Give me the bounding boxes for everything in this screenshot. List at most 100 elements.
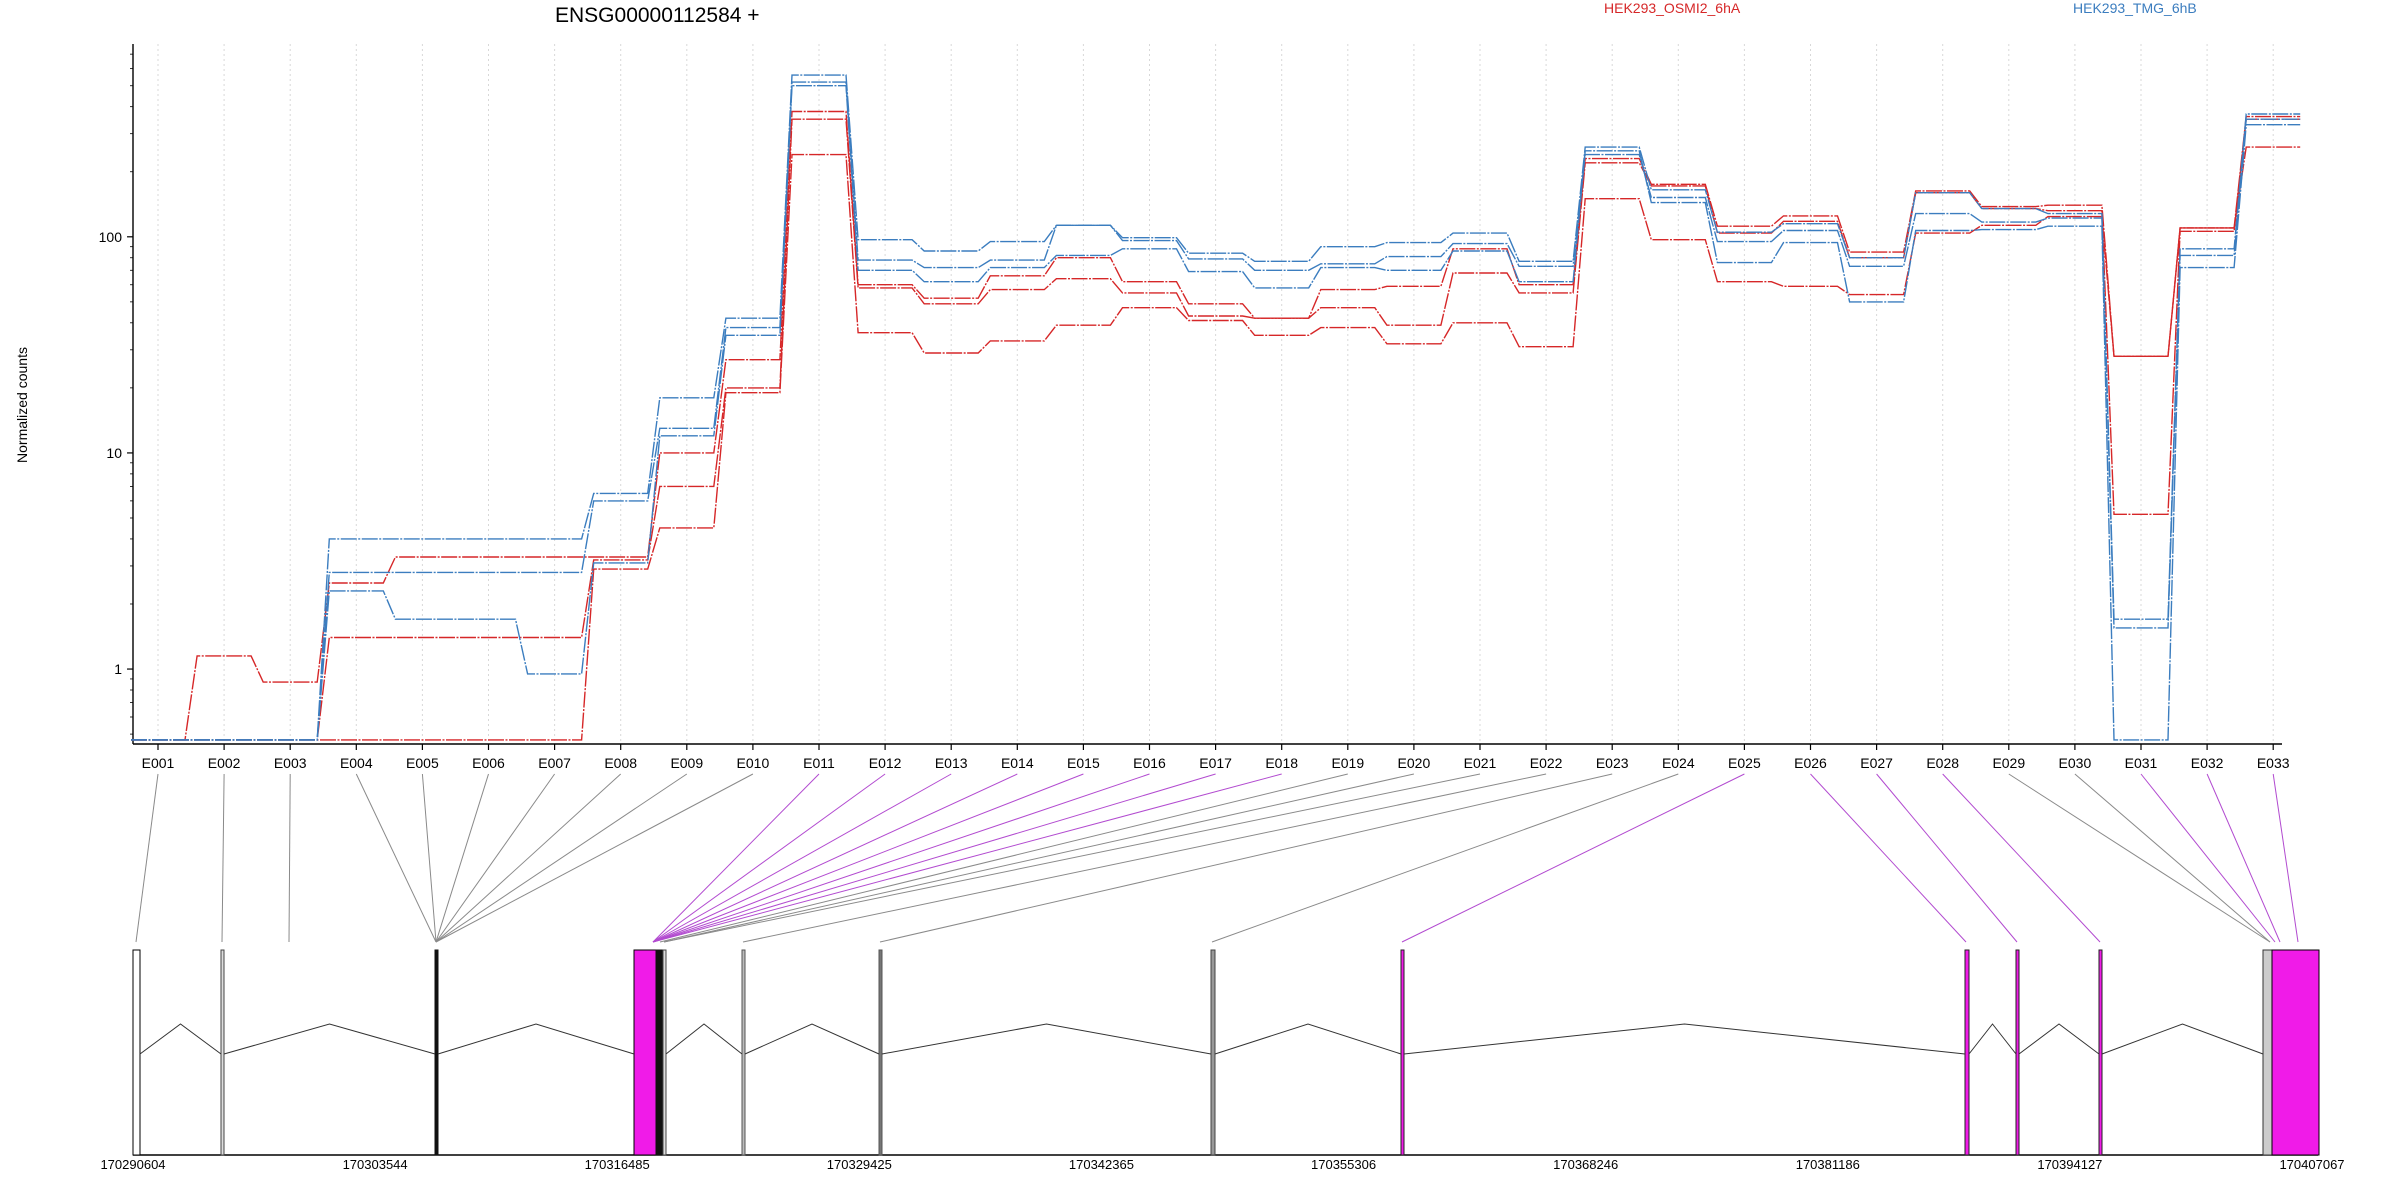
exon-connector [1810, 773, 1967, 943]
exon-label: E011 [803, 755, 835, 771]
exon-label: E007 [538, 755, 571, 771]
exon-connector [742, 773, 1547, 943]
exon-connector [135, 773, 159, 943]
exon-label: E032 [2191, 755, 2224, 771]
exon-block-highlighted [2098, 949, 2103, 1156]
exon-connector [2206, 773, 2281, 943]
exon-block [2262, 949, 2273, 1156]
exon-connector [221, 773, 225, 943]
exon-connector [652, 773, 1282, 943]
intron-line [881, 1023, 1212, 1055]
gene-model: 170290604 170303544 170316485 170329425 1703… [100, 773, 2345, 1172]
exon-connector [435, 773, 622, 943]
exon-label: E002 [208, 755, 241, 771]
intron-line [1403, 1023, 1966, 1055]
intron-line [2018, 1023, 2100, 1055]
genome-coordinate-label: 170355306 [1311, 1157, 1376, 1172]
exon-connector [2074, 773, 2271, 943]
exon-connector [2008, 773, 2271, 943]
exon-label: E030 [2059, 755, 2092, 771]
intron-line [1968, 1023, 2017, 1055]
exon-block [878, 949, 883, 1156]
legend-entry-osmi2: HEK293_OSMI2_6hA [1604, 0, 1741, 16]
exon-label: E003 [274, 755, 307, 771]
intron-line [744, 1023, 880, 1055]
exon-connector [421, 773, 437, 943]
intron-line [437, 1023, 635, 1055]
exon-label: E010 [737, 755, 770, 771]
exon-connector [1211, 773, 1679, 943]
exon-label: E009 [670, 755, 703, 771]
exon-block-highlighted [1964, 949, 1970, 1156]
exon-connector [663, 773, 1415, 943]
exon-label: E025 [1728, 755, 1761, 771]
exon-label: E004 [340, 755, 373, 771]
exon-block [662, 949, 667, 1156]
exon-connector [659, 773, 1348, 943]
exon-label: E019 [1331, 755, 1364, 771]
exon-label: E012 [869, 755, 902, 771]
exon-block [132, 949, 141, 1156]
y-tick-label: 10 [106, 445, 122, 461]
exon-block [1210, 949, 1216, 1156]
genome-coordinate-label: 170342365 [1069, 1157, 1134, 1172]
exon-label: E020 [1398, 755, 1431, 771]
exon-connector [1942, 773, 2101, 943]
intron-line [665, 1023, 743, 1055]
exon-label: E027 [1860, 755, 1893, 771]
exon-label: E017 [1199, 755, 1232, 771]
genome-coordinate-label: 170381186 [1796, 1157, 1860, 1172]
exon-label: E029 [1992, 755, 2025, 771]
exon-connector [1876, 773, 2018, 943]
exon-connector [435, 773, 489, 943]
y-tick-label: 1 [114, 661, 122, 677]
y-axis-label: Normalized counts [14, 347, 30, 463]
exon-label: E014 [1001, 755, 1034, 771]
exon-label: E005 [406, 755, 439, 771]
exon-label: E006 [472, 755, 505, 771]
exon-block [741, 949, 746, 1156]
genome-coordinate-label: 170394127 [2037, 1157, 2102, 1172]
series-line [131, 81, 2301, 741]
exon-connector [652, 773, 1150, 943]
exon-connector [1401, 773, 1745, 943]
genome-coordinate-label: 170407067 [2279, 1157, 2344, 1172]
exon-connector [652, 773, 1216, 943]
exon-block-highlighted [2015, 949, 2020, 1156]
intron-line [223, 1023, 436, 1055]
exon-block [434, 949, 439, 1156]
genome-coordinate-label: 170303544 [343, 1157, 408, 1172]
exon-block-highlighted [2271, 949, 2320, 1156]
series-line [131, 146, 2301, 741]
exon-label: E033 [2257, 755, 2290, 771]
exon-label: E022 [1530, 755, 1563, 771]
y-tick-label: 100 [99, 229, 123, 245]
intron-line [1214, 1023, 1402, 1055]
exon-label: E015 [1067, 755, 1100, 771]
exon-label: E031 [2125, 755, 2158, 771]
exon-connector [652, 773, 1018, 943]
exon-label: E021 [1464, 755, 1497, 771]
exon-label: E001 [142, 755, 175, 771]
exon-label: E016 [1133, 755, 1166, 771]
intron-line [2101, 1023, 2264, 1055]
exon-connector [355, 773, 437, 943]
exon-label: E026 [1794, 755, 1827, 771]
exon-connector [652, 773, 1084, 943]
exon-connector [435, 773, 688, 943]
exon-block [220, 949, 225, 1156]
intron-line [139, 1023, 222, 1055]
plot-area: 1 10 100 E001 E002 E003 E004 E005 E006 E007 E008 E0… [99, 44, 2301, 771]
chart-title: ENSG00000112584 + [555, 4, 760, 27]
genome-coordinate-label: 170316485 [585, 1157, 650, 1172]
exon-connector [663, 773, 1481, 943]
exon-connector [2140, 773, 2276, 943]
exon-block [655, 949, 664, 1156]
legend-entry-tmg: HEK293_TMG_6hB [2073, 0, 2197, 16]
exon-connector [435, 773, 556, 943]
exon-connector [652, 773, 820, 943]
exon-block-highlighted [633, 949, 657, 1156]
genome-coordinate-label: 170329425 [827, 1157, 892, 1172]
exon-block-highlighted [1400, 949, 1405, 1156]
